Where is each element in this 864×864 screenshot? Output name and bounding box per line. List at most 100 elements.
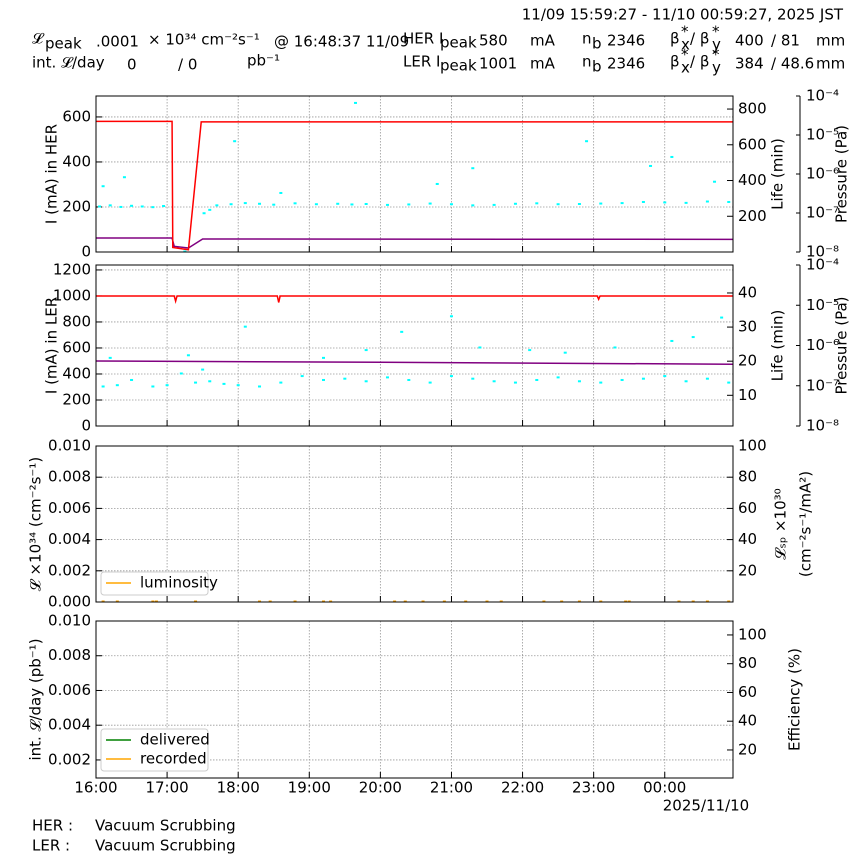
- data-point: [684, 380, 688, 383]
- data-point: [492, 380, 496, 383]
- y2-tick-label: 800: [738, 100, 767, 118]
- her-beta-sub: y: [712, 36, 721, 54]
- data-point: [407, 378, 411, 381]
- y-axis-label: int. 𝓛/day (pb⁻¹): [27, 638, 45, 760]
- data-point: [122, 176, 126, 179]
- y2-tick-label: 20: [738, 740, 757, 758]
- data-point: [499, 600, 503, 602]
- y3-tick-label: 10⁻⁵: [806, 126, 839, 144]
- y-tick-label: 0.010: [48, 437, 91, 455]
- data-point: [428, 381, 432, 384]
- data-point: [727, 200, 731, 203]
- y-tick-label: 0.010: [48, 612, 91, 630]
- data-point: [449, 375, 453, 378]
- lum-peak-symbol: 𝓛: [32, 30, 45, 48]
- data-point: [627, 600, 631, 602]
- data-point: [208, 208, 212, 211]
- y2-tick-label: 40: [738, 530, 757, 548]
- data-point: [599, 381, 603, 384]
- ring-label: HER :: [32, 817, 73, 835]
- series-line: [96, 360, 733, 365]
- legend-box: [100, 571, 209, 596]
- ler-bunch-label: n: [582, 53, 592, 71]
- y2-tick-label: 600: [738, 135, 767, 153]
- y-tick-label: 0: [81, 417, 91, 435]
- y2-axis-label: 𝓛ₛₚ ×10³⁰: [772, 488, 790, 559]
- data-point: [353, 101, 357, 104]
- y2-tick-label: 80: [738, 654, 757, 672]
- y-tick-label: 0.008: [48, 646, 91, 664]
- data-point: [691, 336, 695, 339]
- y-tick-label: 1000: [53, 286, 91, 304]
- y2-axis-label: (cm⁻²s⁻¹/mA²): [797, 471, 815, 577]
- x-tick-label: 21:00: [430, 779, 473, 797]
- data-point: [268, 600, 272, 602]
- series-line: [96, 120, 733, 251]
- her-current-label: HER I: [403, 30, 443, 48]
- y2-tick-label: 40: [738, 283, 757, 301]
- y3-tick-label: 10⁻⁶: [806, 165, 839, 183]
- her-beta-unit: mm: [816, 32, 845, 50]
- her-bunch-sub: b: [592, 35, 602, 53]
- data-point: [364, 380, 368, 383]
- data-point: [258, 600, 262, 602]
- data-point: [385, 203, 389, 206]
- data-point: [435, 182, 439, 185]
- her-current-value: 580: [479, 32, 508, 50]
- data-point: [101, 385, 105, 388]
- her-beta: / β: [690, 30, 709, 48]
- data-point: [229, 203, 233, 206]
- data-point: [314, 203, 318, 206]
- ler-beta-sub: x: [681, 59, 690, 77]
- data-point: [233, 140, 237, 143]
- y2-tick-label: 20: [738, 561, 757, 579]
- data-point: [641, 377, 645, 380]
- data-point: [300, 375, 304, 378]
- her-beta-star: *: [712, 23, 720, 41]
- y-tick-label: 0.004: [48, 716, 91, 734]
- y2-tick-label: 60: [738, 683, 757, 701]
- ler-beta-sub: y: [712, 59, 721, 77]
- ring-label: LER :: [32, 837, 70, 855]
- y2-tick-label: 100: [738, 625, 767, 643]
- y-tick-label: 0: [81, 243, 91, 261]
- time-range: 11/09 15:59:27 - 11/10 00:59:27, 2025 JS…: [522, 6, 844, 24]
- data-point: [691, 600, 695, 602]
- ler-beta-x: 384: [735, 55, 764, 73]
- y-tick-label: 200: [62, 390, 91, 408]
- lum-peak-time: @ 16:48:37 11/09: [274, 33, 409, 51]
- y3-tick-label: 10⁻⁸: [806, 243, 839, 261]
- lum-peak-sub: peak: [45, 35, 82, 53]
- y-axis-label: I (mA) in HER: [43, 124, 61, 224]
- data-point: [577, 600, 581, 602]
- data-point: [194, 381, 198, 384]
- data-point: [202, 212, 206, 215]
- data-point: [624, 600, 628, 602]
- y3-tick-label: 10⁻⁸: [806, 417, 839, 435]
- y2-tick-label: 60: [738, 499, 757, 517]
- ler-beta-unit: mm: [816, 55, 845, 73]
- data-point: [101, 185, 105, 188]
- ler-beta-y: / 48.6: [771, 55, 814, 73]
- y2-tick-label: 30: [738, 318, 757, 336]
- y2-tick-label: 40: [738, 712, 757, 730]
- data-point: [208, 380, 212, 383]
- data-point: [713, 180, 717, 183]
- data-point: [421, 600, 425, 602]
- y2-tick-label: 10: [738, 386, 757, 404]
- y2-tick-label: 400: [738, 171, 767, 189]
- y3-tick-label: 10⁻⁷: [806, 376, 839, 394]
- data-point: [236, 384, 240, 387]
- data-point: [556, 203, 560, 206]
- data-point: [599, 600, 603, 602]
- plot-frame: [95, 95, 734, 253]
- data-point: [585, 140, 589, 143]
- data-point: [442, 600, 446, 602]
- data-point: [528, 349, 532, 352]
- data-point: [393, 600, 397, 602]
- data-point: [101, 600, 105, 602]
- data-point: [705, 200, 709, 203]
- data-point: [151, 600, 155, 602]
- data-point: [258, 202, 262, 205]
- y3-axis-label: Pressure (Pa): [833, 125, 851, 223]
